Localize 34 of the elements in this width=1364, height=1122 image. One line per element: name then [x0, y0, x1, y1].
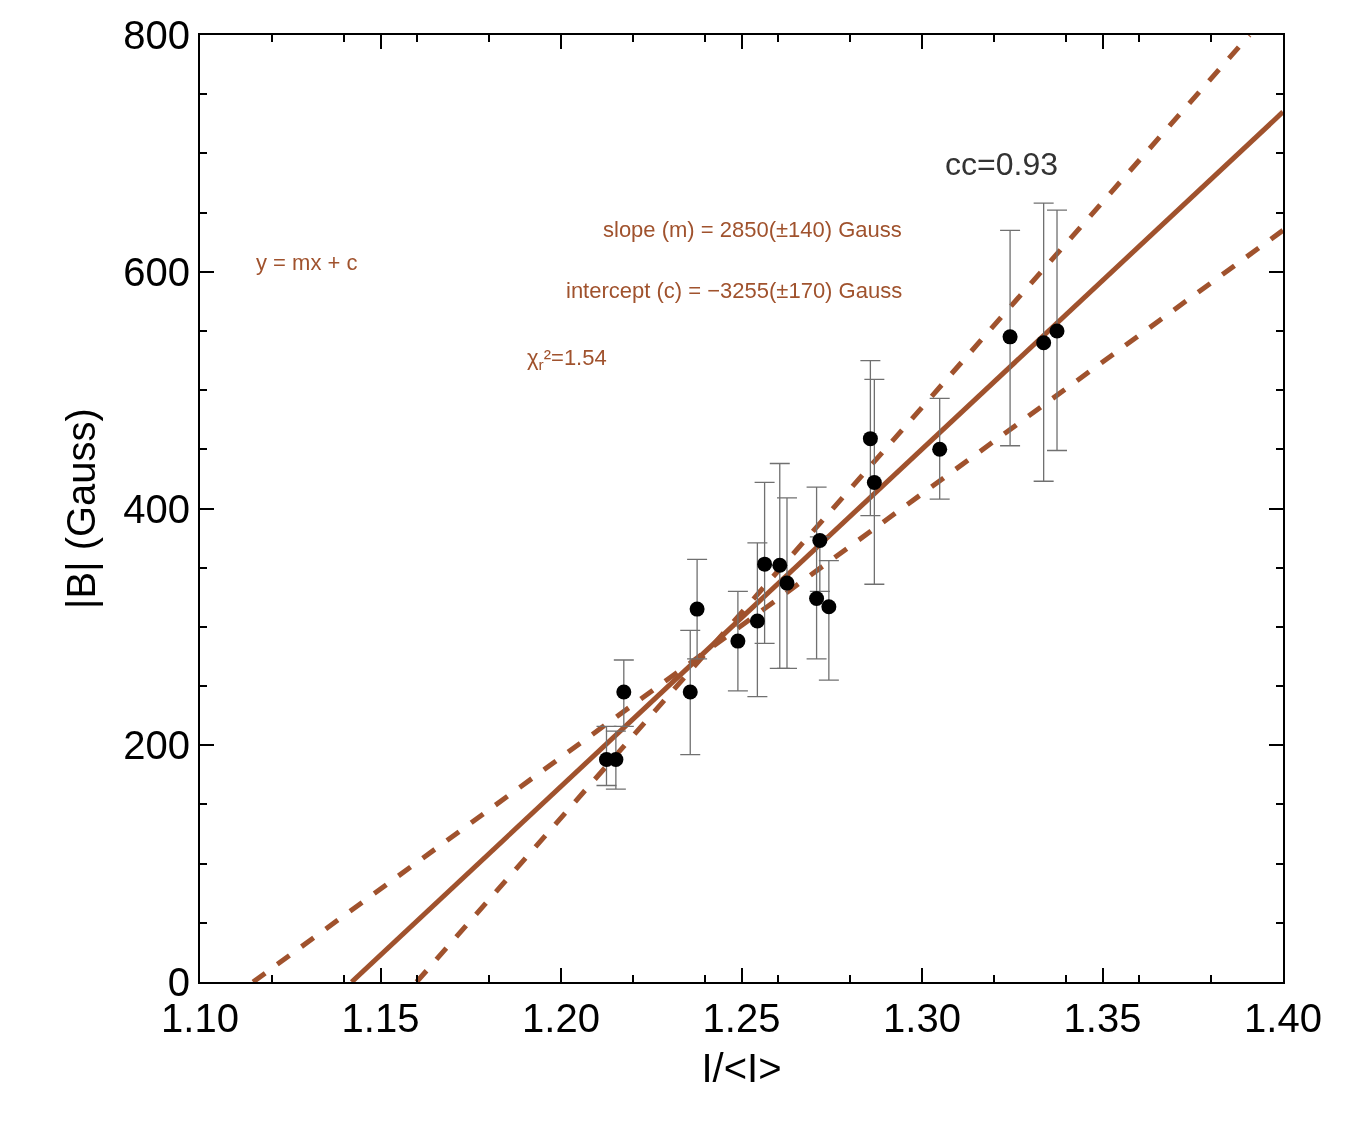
annotation: slope (m) = 2850(±140) Gauss [603, 217, 902, 242]
point [779, 575, 795, 591]
annotation: χ$_{r}$²=1.54 [527, 345, 607, 373]
point [757, 556, 773, 572]
y-axis-title: |B| (Gauss) [59, 408, 104, 609]
point [1002, 329, 1018, 345]
point [772, 557, 788, 573]
y-tick-label: 600 [123, 249, 190, 294]
point [866, 474, 882, 490]
y-tick-label: 400 [123, 486, 190, 531]
x-tick-label: 1.25 [702, 996, 781, 1040]
x-tick-label: 1.30 [883, 996, 961, 1040]
point [1036, 335, 1052, 351]
point [809, 590, 825, 606]
y-tick-label: 800 [123, 13, 190, 57]
x-tick-label: 1.15 [341, 996, 420, 1040]
y-tick-label: 200 [123, 723, 190, 768]
point [1049, 323, 1065, 339]
point [932, 441, 948, 457]
point [821, 599, 837, 615]
annotation: cc=0.93 [945, 146, 1058, 182]
annotation: intercept (c) = −3255(±170) Gauss [566, 278, 903, 303]
x-tick-label: 1.35 [1063, 996, 1142, 1040]
point [682, 684, 698, 700]
annotation: y = mx + c [256, 250, 358, 275]
x-axis-title: I/<I> [701, 1046, 782, 1090]
point [616, 684, 632, 700]
x-tick-label: 1.40 [1244, 996, 1322, 1040]
point [749, 613, 765, 629]
point [689, 601, 705, 617]
x-tick-label: 1.20 [522, 996, 600, 1040]
point [812, 532, 828, 548]
point [862, 431, 878, 447]
point [730, 633, 746, 649]
